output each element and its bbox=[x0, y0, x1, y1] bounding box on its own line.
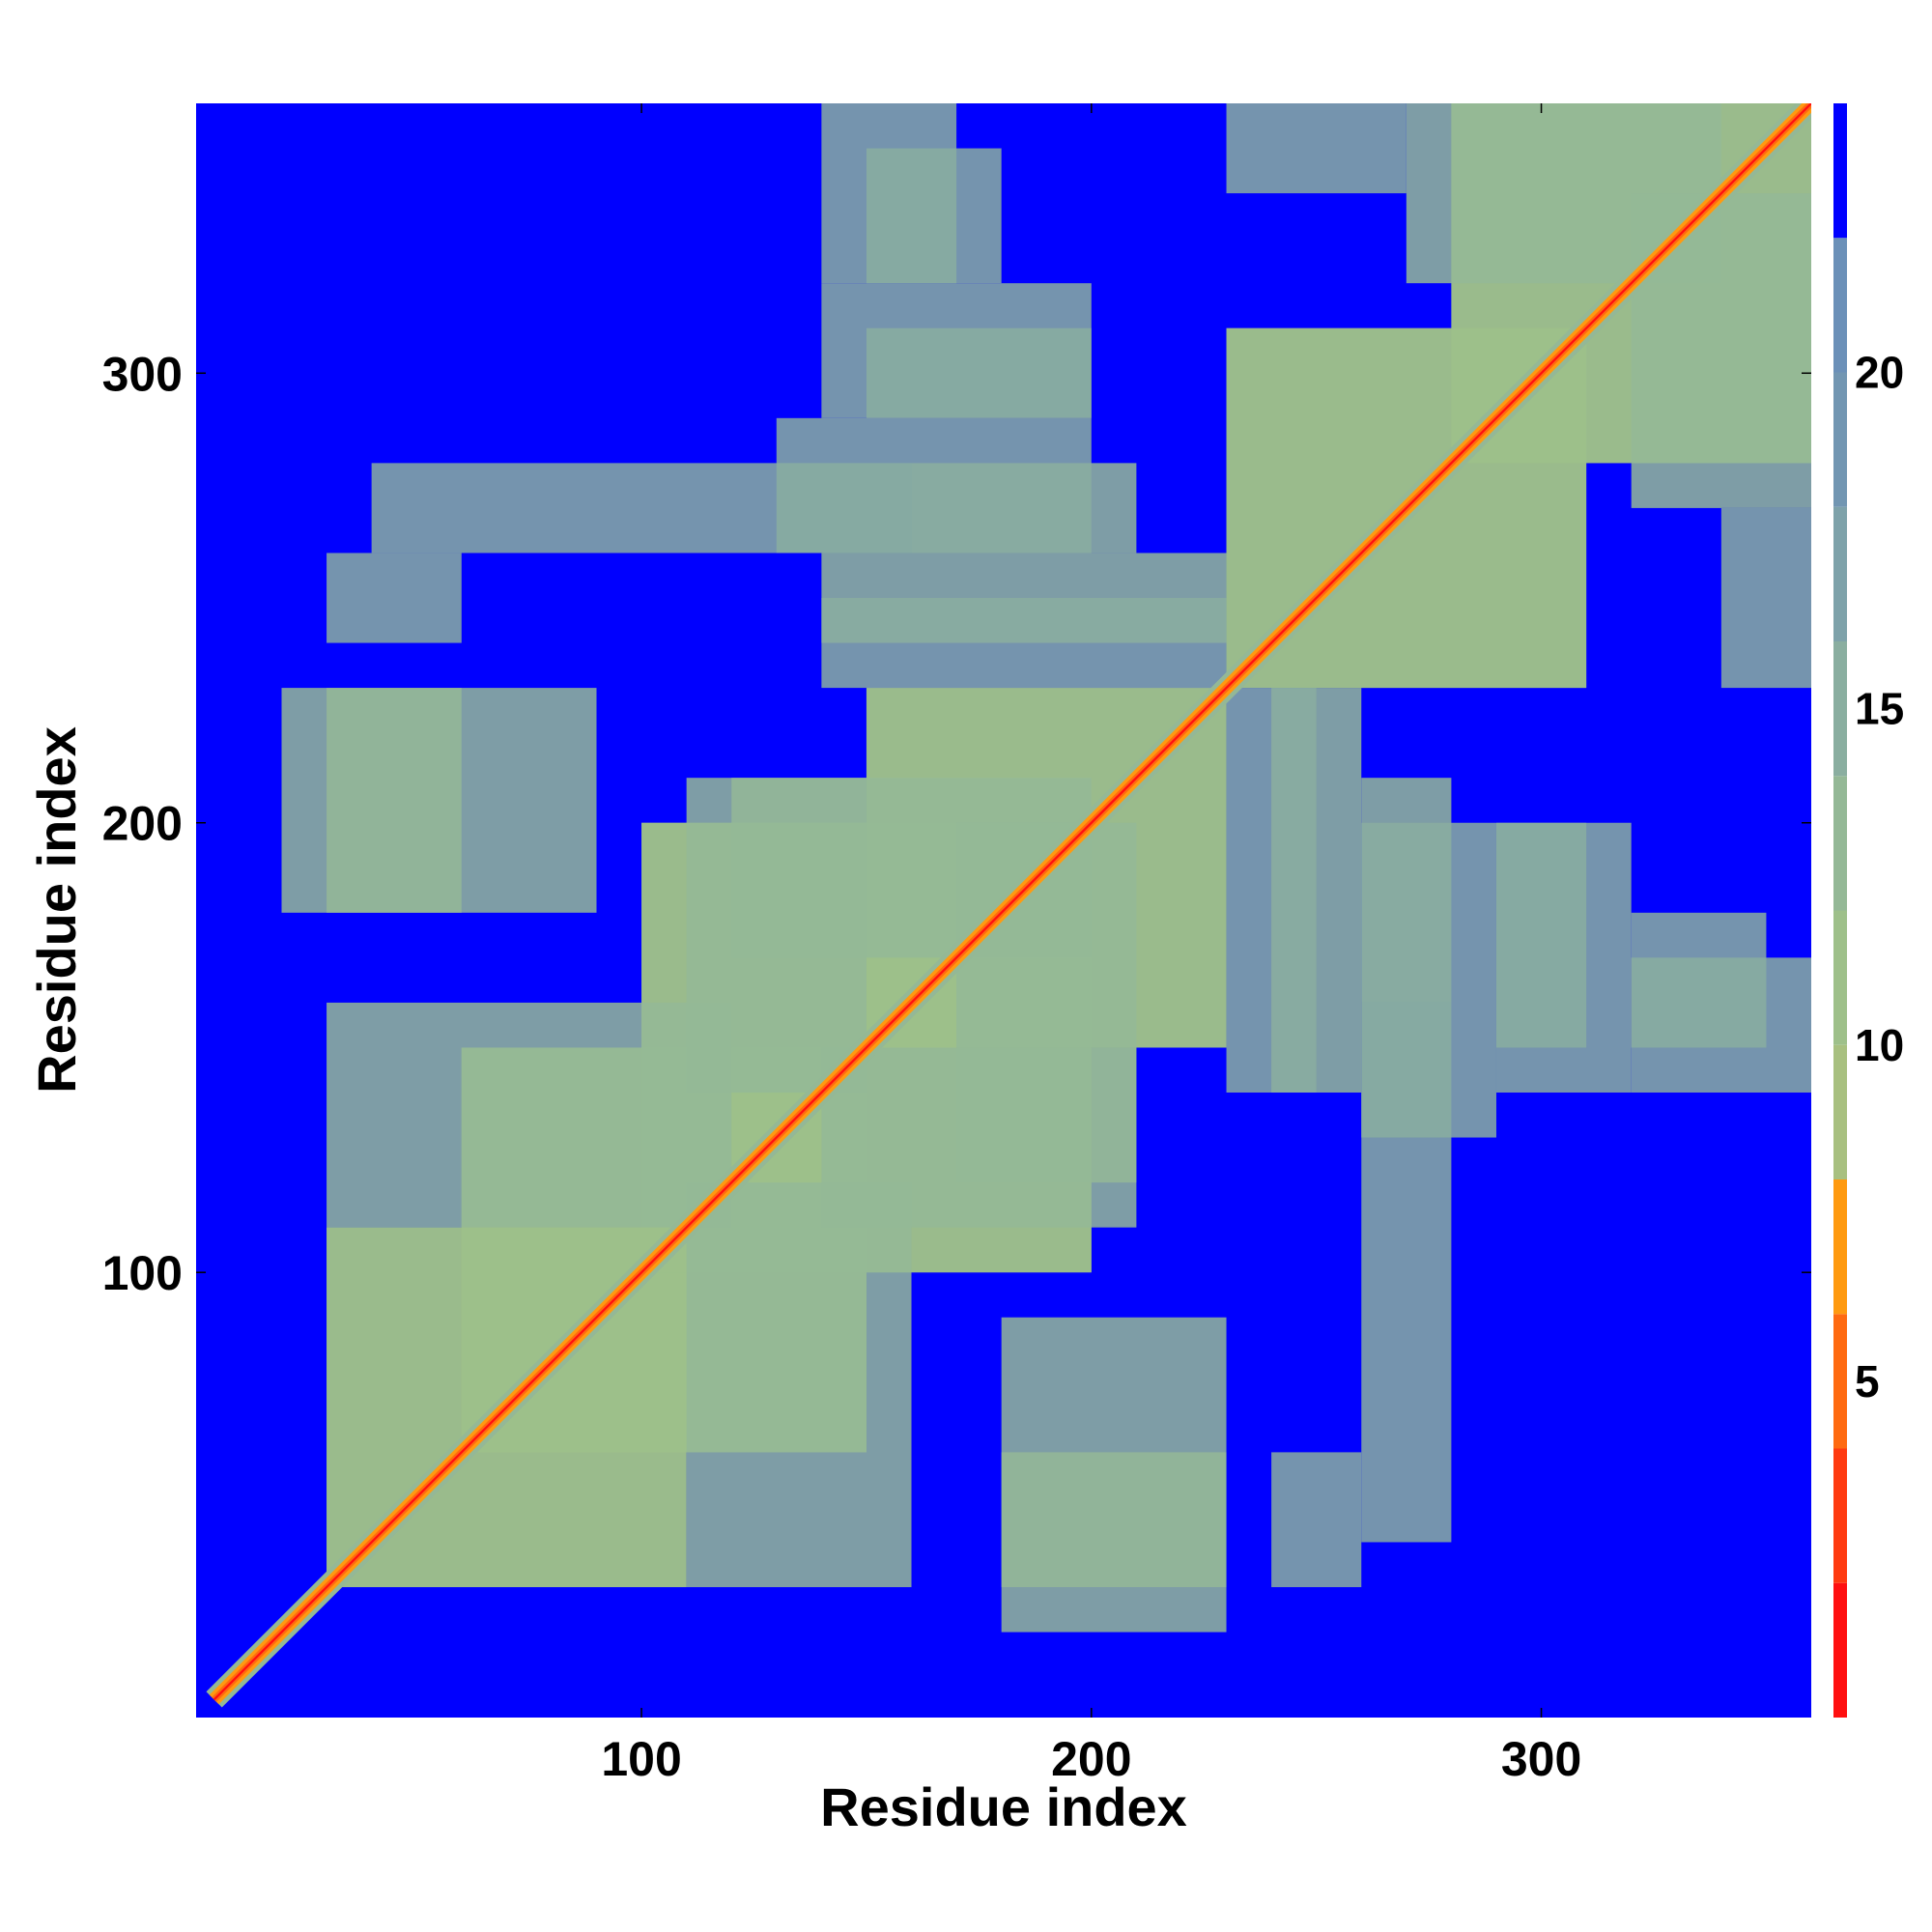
contact-block-mirror bbox=[281, 688, 462, 913]
contact-block-mirror bbox=[1226, 103, 1406, 194]
colorbar-step bbox=[1833, 1044, 1847, 1179]
diagonal-contacts bbox=[206, 103, 1811, 1708]
contact-block bbox=[1001, 1452, 1227, 1633]
colorbar-tick-label: 15 bbox=[1855, 684, 1904, 734]
x-tick-label: 200 bbox=[1051, 1732, 1131, 1786]
contact-block-mirror bbox=[821, 283, 1092, 418]
contact-block bbox=[327, 553, 462, 643]
contact-block bbox=[1361, 822, 1496, 1138]
y-tick-label: 200 bbox=[102, 797, 183, 851]
diagonal-band bbox=[213, 103, 1811, 1701]
colorbar-steps bbox=[1833, 103, 1847, 1718]
contact-block bbox=[1631, 912, 1767, 1048]
contact-block-mirror bbox=[686, 1182, 912, 1588]
colorbar-step bbox=[1833, 103, 1847, 239]
contact-block-mirror bbox=[686, 778, 867, 1094]
contact-block-mirror bbox=[866, 148, 1002, 284]
x-axis-ticks: 100 200 300 bbox=[601, 103, 1581, 1786]
contact-block-mirror bbox=[1631, 193, 1811, 508]
colorbar-step bbox=[1833, 238, 1847, 373]
colorbar-step bbox=[1833, 506, 1847, 641]
colorbar-step bbox=[1833, 641, 1847, 777]
contact-block-mirror bbox=[1271, 1452, 1362, 1588]
colorbar-step bbox=[1833, 1314, 1847, 1449]
colorbar-tick-label: 20 bbox=[1855, 348, 1904, 398]
contact-block bbox=[1495, 822, 1632, 1094]
contact-block-mirror bbox=[776, 417, 1092, 554]
colorbar-tick-label: 5 bbox=[1855, 1356, 1880, 1406]
colorbar-step bbox=[1833, 1448, 1847, 1583]
y-tick-label: 100 bbox=[102, 1246, 183, 1300]
colorbar-ticks: 5 10 15 20 bbox=[1855, 348, 1904, 1406]
y-axis-ticks: 100 200 300 bbox=[102, 347, 1811, 1300]
colorbar: 5 10 15 20 bbox=[1833, 103, 1904, 1718]
x-axis-title: Residue index bbox=[820, 1776, 1187, 1837]
contact-block bbox=[1720, 507, 1811, 689]
x-tick-label: 300 bbox=[1501, 1732, 1581, 1786]
colorbar-step bbox=[1833, 1582, 1847, 1718]
y-axis-title: Residue index bbox=[26, 726, 87, 1094]
colorbar-step bbox=[1833, 776, 1847, 911]
colorbar-step bbox=[1833, 372, 1847, 507]
heatmap-plot-area bbox=[196, 103, 1811, 1718]
contact-block-mirror bbox=[821, 598, 1227, 689]
contact-block bbox=[327, 1002, 732, 1228]
x-tick-label: 100 bbox=[601, 1732, 681, 1786]
colorbar-step bbox=[1833, 1179, 1847, 1315]
colorbar-tick-label: 10 bbox=[1855, 1020, 1904, 1070]
contact-block bbox=[821, 1047, 1137, 1228]
y-tick-label: 300 bbox=[102, 347, 183, 401]
colorbar-step bbox=[1833, 910, 1847, 1045]
contact-block bbox=[1226, 688, 1317, 1094]
